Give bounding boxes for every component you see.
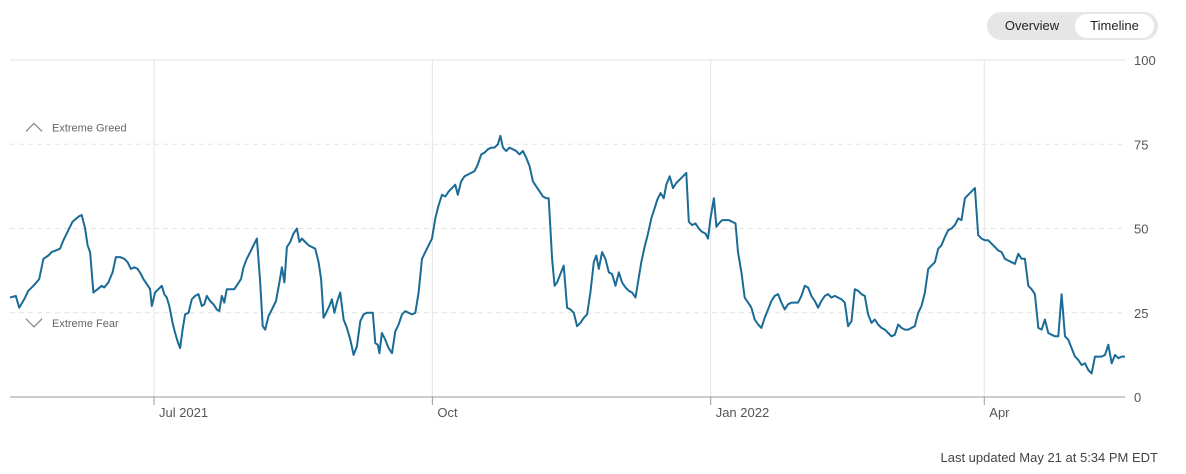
x-tick-label: Jul 2021 <box>159 405 208 420</box>
x-tick-label: Apr <box>989 405 1010 420</box>
fear-greed-line <box>9 134 1125 375</box>
overview-tab[interactable]: Overview <box>1004 18 1060 33</box>
timeline-chart: 0 25 50 75 100 Jul 2021 Oct Jan 2022 Apr Extreme … <box>9 53 1156 420</box>
extreme-greed-label: Extreme Greed <box>52 122 127 134</box>
y-tick-label: 25 <box>1134 306 1148 321</box>
x-tick-label: Oct <box>437 405 458 420</box>
chevron-up-icon <box>25 122 43 132</box>
last-updated-text: Last updated May 21 at 5:34 PM EDT <box>940 450 1158 465</box>
view-toggle: Overview Timeline <box>987 12 1158 40</box>
chevron-down-icon <box>25 318 43 328</box>
extreme-fear-label: Extreme Fear <box>52 318 119 330</box>
y-tick-label: 75 <box>1134 137 1148 152</box>
timeline-tab[interactable]: Timeline <box>1075 14 1154 38</box>
y-tick-label: 0 <box>1134 390 1141 405</box>
y-tick-label: 50 <box>1134 222 1148 237</box>
y-tick-label: 100 <box>1134 53 1156 68</box>
x-tick-label: Jan 2022 <box>716 405 770 420</box>
